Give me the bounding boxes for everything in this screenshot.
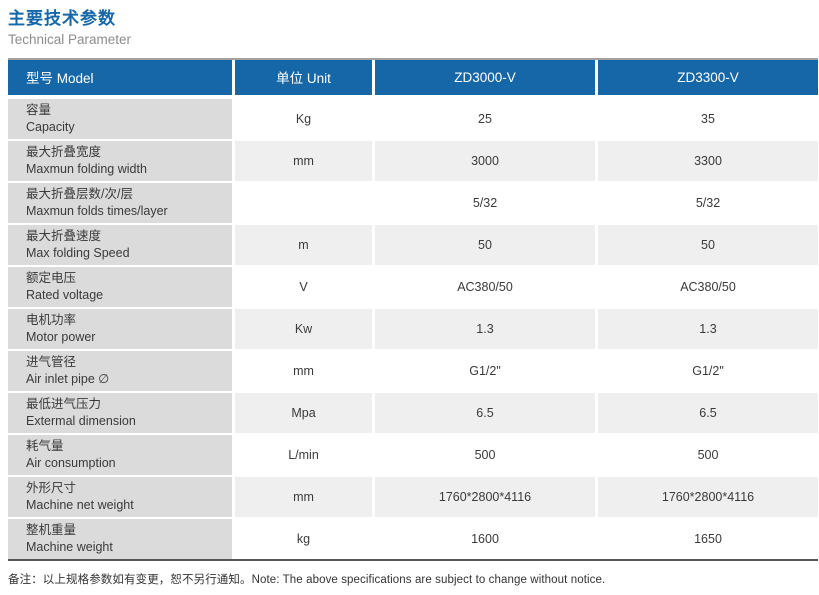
zd3000-value-cell: 1600 <box>375 518 595 559</box>
table-row: 耗气量 Air consumption L/min 500 500 <box>8 434 818 475</box>
table-row: 最大折叠宽度 Maxmun folding width mm 3000 3300 <box>8 140 818 181</box>
param-label-zh: 进气管径 <box>26 355 77 370</box>
zd3300-value-cell: 5/32 <box>598 182 818 223</box>
zd3000-value-cell: 500 <box>375 434 595 475</box>
unit-cell <box>235 182 372 223</box>
zd3000-value-cell: AC380/50 <box>375 266 595 307</box>
param-label-en: Machine weight <box>26 539 113 554</box>
zd3300-value-cell: AC380/50 <box>598 266 818 307</box>
table-row: 最大折叠速度 Max folding Speed m 50 50 <box>8 224 818 265</box>
zd3300-value-cell: 35 <box>598 98 818 139</box>
zd3000-value-cell: 25 <box>375 98 595 139</box>
title-block: 主要技术参数 Technical Parameter <box>8 9 819 47</box>
param-label-zh: 最大折叠宽度 <box>26 145 102 160</box>
param-label-en: Maxmun folding width <box>26 161 147 176</box>
unit-cell: Kw <box>235 308 372 349</box>
table-row: 进气管径 Air inlet pipe ∅ mm G1/2" G1/2" <box>8 350 818 391</box>
param-label-en: Air consumption <box>26 455 116 470</box>
param-label-en: Extermal dimension <box>26 413 136 428</box>
param-label-cell: 最大折叠层数/次/层 Maxmun folds times/layer <box>8 182 232 223</box>
param-label-zh: 耗气量 <box>26 439 64 454</box>
col-header-model: 型号 Model <box>8 59 232 95</box>
unit-cell: L/min <box>235 434 372 475</box>
param-label-cell: 耗气量 Air consumption <box>8 434 232 475</box>
param-label-zh: 整机重量 <box>26 523 77 538</box>
param-label-cell: 容量 Capacity <box>8 98 232 139</box>
table-row: 最低进气压力 Extermal dimension Mpa 6.5 6.5 <box>8 392 818 433</box>
param-label-zh: 容量 <box>26 103 52 118</box>
param-label-cell: 外形尺寸 Machine net weight <box>8 476 232 517</box>
unit-cell: mm <box>235 476 372 517</box>
unit-cell: mm <box>235 350 372 391</box>
zd3300-value-cell: 1650 <box>598 518 818 559</box>
table-row: 最大折叠层数/次/层 Maxmun folds times/layer 5/32… <box>8 182 818 223</box>
param-label-en: Rated voltage <box>26 287 104 302</box>
col-header-zd3000: ZD3000-V <box>375 59 595 95</box>
zd3000-value-cell: 50 <box>375 224 595 265</box>
param-label-cell: 最低进气压力 Extermal dimension <box>8 392 232 433</box>
unit-cell: Mpa <box>235 392 372 433</box>
param-label-en: Maxmun folds times/layer <box>26 203 168 218</box>
param-label-zh: 最大折叠速度 <box>26 229 102 244</box>
param-label-en: Capacity <box>26 119 75 134</box>
zd3000-value-cell: G1/2" <box>375 350 595 391</box>
param-label-cell: 最大折叠速度 Max folding Speed <box>8 224 232 265</box>
param-label-en: Air inlet pipe ∅ <box>26 371 110 386</box>
zd3300-value-cell: G1/2" <box>598 350 818 391</box>
unit-cell: V <box>235 266 372 307</box>
table-row: 额定电压 Rated voltage V AC380/50 AC380/50 <box>8 266 818 307</box>
zd3000-value-cell: 3000 <box>375 140 595 181</box>
spec-table: 型号 Model 单位 Unit ZD3000-V ZD3300-V 容量 Ca… <box>8 57 818 561</box>
param-label-zh: 额定电压 <box>26 271 77 286</box>
table-header-row: 型号 Model 单位 Unit ZD3000-V ZD3300-V <box>8 57 818 95</box>
param-label-zh: 电机功率 <box>26 313 77 328</box>
zd3000-value-cell: 6.5 <box>375 392 595 433</box>
unit-cell: m <box>235 224 372 265</box>
param-label-zh: 最大折叠层数/次/层 <box>26 187 133 202</box>
zd3000-value-cell: 5/32 <box>375 182 595 223</box>
page-title: 主要技术参数 <box>8 9 116 28</box>
zd3300-value-cell: 3300 <box>598 140 818 181</box>
param-label-zh: 最低进气压力 <box>26 397 102 412</box>
zd3000-value-cell: 1.3 <box>375 308 595 349</box>
param-label-en: Max folding Speed <box>26 245 130 260</box>
unit-cell: mm <box>235 140 372 181</box>
param-label-cell: 电机功率 Motor power <box>8 308 232 349</box>
param-label-zh: 外形尺寸 <box>26 481 77 496</box>
zd3000-value-cell: 1760*2800*4116 <box>375 476 595 517</box>
page-subtitle: Technical Parameter <box>8 31 132 47</box>
param-label-cell: 进气管径 Air inlet pipe ∅ <box>8 350 232 391</box>
col-header-zd3300: ZD3300-V <box>598 59 818 95</box>
table-row: 电机功率 Motor power Kw 1.3 1.3 <box>8 308 818 349</box>
zd3300-value-cell: 500 <box>598 434 818 475</box>
param-label-cell: 额定电压 Rated voltage <box>8 266 232 307</box>
table-row: 整机重量 Machine weight kg 1600 1650 <box>8 518 818 559</box>
footnote: 备注：以上规格参数如有变更，恕不另行通知。Note: The above spe… <box>8 573 606 586</box>
table-body: 容量 Capacity Kg 25 35 最大折叠宽度 Maxmun foldi… <box>8 98 818 561</box>
unit-cell: Kg <box>235 98 372 139</box>
param-label-cell: 最大折叠宽度 Maxmun folding width <box>8 140 232 181</box>
param-label-cell: 整机重量 Machine weight <box>8 518 232 559</box>
table-row: 容量 Capacity Kg 25 35 <box>8 98 818 139</box>
zd3300-value-cell: 6.5 <box>598 392 818 433</box>
param-label-en: Motor power <box>26 329 96 344</box>
zd3300-value-cell: 50 <box>598 224 818 265</box>
unit-cell: kg <box>235 518 372 559</box>
table-row: 外形尺寸 Machine net weight mm 1760*2800*411… <box>8 476 818 517</box>
zd3300-value-cell: 1.3 <box>598 308 818 349</box>
col-header-unit: 单位 Unit <box>235 59 372 95</box>
zd3300-value-cell: 1760*2800*4116 <box>598 476 818 517</box>
param-label-en: Machine net weight <box>26 497 134 512</box>
